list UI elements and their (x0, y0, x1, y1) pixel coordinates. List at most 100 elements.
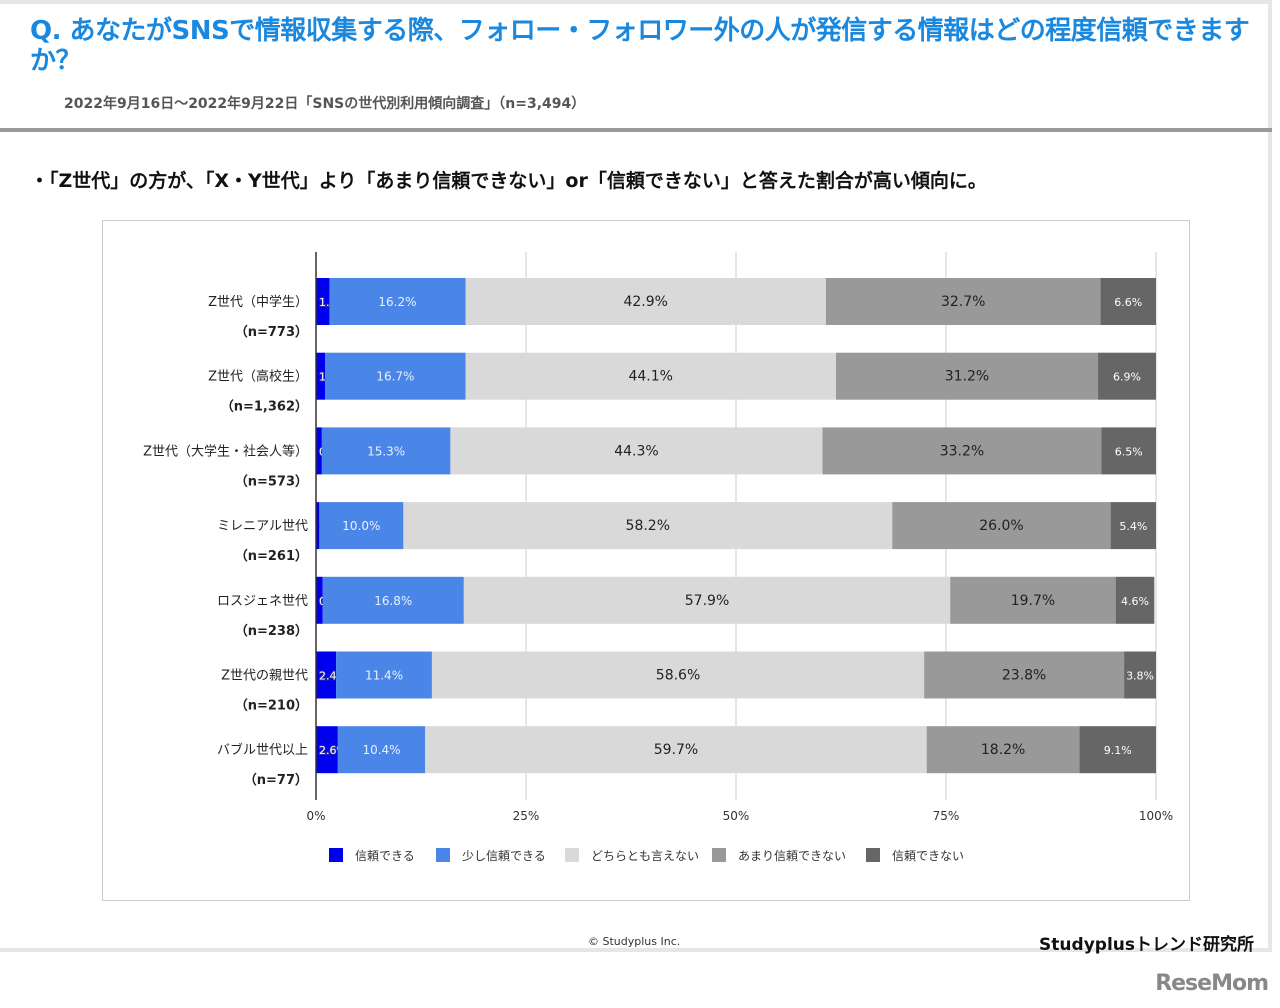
page-title: Q. あなたがSNSで情報収集する際、フォロー・フォロワー外の人が発信する情報は… (30, 16, 1250, 76)
data-label: 6.6% (1114, 296, 1142, 309)
bar-segment (431, 651, 925, 699)
data-label: 16.8% (374, 594, 412, 608)
data-label: 58.6% (656, 668, 700, 684)
bar-segment (316, 651, 337, 699)
bar-segment (950, 576, 1116, 624)
data-label: 16.2% (378, 295, 416, 309)
divider (0, 128, 1272, 132)
data-label: 42.9% (623, 294, 667, 310)
data-label: 57.9% (685, 593, 729, 609)
category-n-label: （n=261） (235, 548, 308, 564)
copyright: © Studyplus Inc. (588, 935, 681, 948)
bar-segment (1098, 352, 1156, 400)
data-label: 26.0% (979, 518, 1023, 534)
bar-segment (316, 726, 338, 774)
bar-segment (403, 502, 893, 550)
data-label: 18.2% (981, 742, 1025, 758)
bar-segment (465, 278, 826, 325)
bar-segment (325, 352, 466, 400)
bar-segment (463, 576, 951, 624)
data-label: 44.3% (614, 443, 658, 459)
bar-segment (1079, 726, 1156, 774)
bar-segment (316, 352, 326, 400)
brand-name: Studyplusトレンド研究所 (1039, 935, 1254, 955)
legend-label: 信頼できる (355, 849, 415, 863)
legend-label: 少し信頼できる (462, 849, 546, 863)
bar-segment (450, 427, 823, 475)
category-label: ミレニアル世代 (217, 519, 308, 534)
data-label: 11.4% (365, 669, 403, 683)
legend-label: 信頼できない (892, 849, 964, 863)
bar-segment (926, 726, 1080, 774)
data-label: 15.3% (367, 444, 405, 458)
bar-segment (1115, 576, 1155, 624)
category-n-label: （n=1,362） (221, 399, 308, 415)
key-finding: ・「Z世代」の方が、「X・Y世代」より「あまり信頼できない」or「信頼できない」… (30, 170, 987, 192)
category-n-label: （n=238） (235, 623, 308, 639)
category-n-label: （n=573） (235, 473, 308, 489)
legend-swatch (565, 848, 579, 862)
legend-swatch (436, 848, 450, 862)
data-label: 59.7% (654, 742, 698, 758)
bar-segment (1101, 427, 1156, 475)
bar-segment (1124, 651, 1156, 699)
bar-segment (465, 352, 836, 400)
x-tick-label: 50% (723, 809, 750, 823)
data-label: 58.2% (626, 518, 670, 534)
data-label: 5.4% (1119, 520, 1147, 533)
data-label: 10.4% (362, 743, 400, 757)
legend-swatch (866, 848, 880, 862)
chart-frame (102, 220, 1190, 901)
data-label: 32.7% (941, 294, 985, 310)
category-n-label: （n=77） (244, 772, 308, 788)
bar-segment (425, 726, 927, 774)
bar-segment (316, 502, 320, 550)
bar-segment (316, 427, 322, 475)
bar-segment (322, 576, 464, 624)
bar-segment (892, 502, 1111, 550)
bar-segment (321, 427, 451, 475)
bar-segment (319, 502, 404, 550)
category-label: バブル世代以上 (217, 742, 308, 758)
data-label: 10.0% (342, 519, 380, 533)
category-label: Z世代の親世代 (221, 669, 308, 684)
bar-segment (336, 651, 432, 699)
data-label: 9.1% (1104, 744, 1132, 757)
slide: Q. あなたがSNSで情報収集する際、フォロー・フォロワー外の人が発信する情報は… (0, 0, 1272, 955)
legend-swatch (712, 848, 726, 862)
category-n-label: （n=773） (235, 324, 308, 340)
data-label: 16.7% (376, 370, 414, 384)
data-label: 6.5% (1115, 445, 1143, 458)
bar-segment (1110, 502, 1156, 550)
bar-segment (316, 278, 330, 325)
category-n-label: （n=210） (235, 698, 308, 714)
data-label: 4.6% (1121, 595, 1149, 608)
category-label: ロスジェネ世代 (217, 594, 308, 609)
resemom-logo: ReseMom (1155, 971, 1269, 996)
data-label: 44.1% (628, 369, 672, 385)
category-label: Z世代（高校生） (208, 369, 308, 385)
x-tick-label: 75% (933, 809, 960, 823)
category-label: Z世代（中学生） (208, 294, 308, 310)
data-label: 33.2% (940, 443, 984, 459)
legend-label: どちらとも言えない (591, 849, 699, 863)
x-tick-label: 100% (1139, 809, 1173, 823)
x-tick-label: 0% (306, 809, 325, 823)
bar-segment (825, 278, 1101, 325)
data-label: 19.7% (1011, 593, 1055, 609)
data-label: 3.8% (1126, 670, 1154, 683)
bar-segment (835, 352, 1099, 400)
bar-segment (822, 427, 1102, 475)
data-label: 31.2% (945, 369, 989, 385)
category-label: Z世代（大学生・社会人等） (143, 443, 308, 459)
bar-segment (924, 651, 1125, 699)
bar-segment (1100, 278, 1156, 325)
x-tick-label: 25% (513, 809, 540, 823)
legend-label: あまり信頼できない (738, 849, 846, 863)
data-label: 23.8% (1002, 668, 1046, 684)
bar-segment (329, 278, 466, 325)
bar-segment (316, 576, 323, 624)
bar-segment (337, 726, 426, 774)
data-label: 6.9% (1113, 371, 1141, 384)
